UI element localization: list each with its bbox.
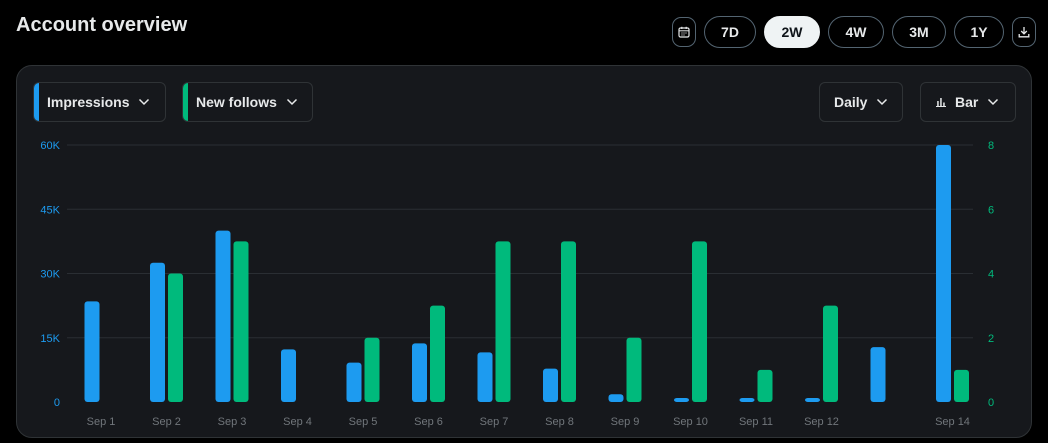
chart-type-dropdown[interactable]: Bar: [920, 82, 1016, 122]
calendar-button[interactable]: [672, 17, 696, 47]
metric-left-dropdown[interactable]: Impressions: [33, 82, 166, 122]
x-tick-label: Sep 1: [87, 416, 116, 428]
range-7d-button[interactable]: 7D: [704, 16, 756, 48]
calendar-icon: [678, 26, 690, 38]
follows-bar[interactable]: [233, 241, 249, 402]
impressions-bar[interactable]: [805, 398, 820, 402]
range-2w-button[interactable]: 2W: [764, 16, 820, 48]
chevron-down-icon: [987, 98, 999, 106]
metric-right-label: New follows: [196, 94, 277, 110]
impressions-bar[interactable]: [215, 230, 231, 402]
follows-bar[interactable]: [626, 337, 642, 402]
chart-card: Impressions New follows Daily: [16, 65, 1032, 438]
y-left-tick-label: 60K: [40, 140, 60, 152]
impressions-bar[interactable]: [870, 347, 886, 402]
impressions-bar[interactable]: [412, 343, 427, 402]
download-icon: [1018, 27, 1030, 38]
follows-bar[interactable]: [692, 241, 707, 402]
chart-type-label: Bar: [955, 94, 979, 110]
impressions-bar[interactable]: [84, 301, 100, 402]
follows-bar[interactable]: [495, 241, 511, 402]
impressions-bar[interactable]: [150, 262, 165, 402]
impressions-bar[interactable]: [477, 352, 493, 402]
page-title: Account overview: [16, 14, 188, 36]
x-tick-label: Sep 10: [673, 416, 708, 428]
x-tick-label: Sep 8: [545, 416, 574, 428]
follows-bar[interactable]: [823, 305, 838, 402]
x-tick-label: Sep 6: [414, 416, 443, 428]
follows-bar[interactable]: [364, 337, 380, 402]
y-left-tick-label: 0: [54, 397, 60, 409]
x-tick-label: Sep 4: [283, 416, 312, 428]
x-tick-label: Sep 9: [611, 416, 640, 428]
date-range-selector: 7D 2W 4W 3M 1Y: [672, 16, 1036, 48]
y-right-tick-label: 6: [988, 204, 994, 216]
impressions-bar[interactable]: [674, 398, 689, 402]
follows-color-swatch: [183, 83, 188, 121]
bar-chart-icon: [936, 98, 946, 107]
follows-bar[interactable]: [168, 273, 183, 403]
y-right-tick-label: 2: [988, 333, 994, 345]
range-4w-button[interactable]: 4W: [828, 16, 884, 48]
granularity-label: Daily: [834, 94, 868, 110]
range-1y-button[interactable]: 1Y: [954, 16, 1004, 48]
impressions-bar[interactable]: [346, 362, 362, 402]
y-right-tick-label: 8: [988, 140, 994, 152]
follows-bar[interactable]: [561, 241, 576, 402]
metric-right-dropdown[interactable]: New follows: [182, 82, 313, 122]
impressions-bar[interactable]: [543, 368, 558, 402]
impressions-bar[interactable]: [608, 394, 624, 402]
chevron-down-icon: [138, 98, 150, 106]
range-3m-button[interactable]: 3M: [892, 16, 946, 48]
x-tick-label: Sep 3: [218, 416, 247, 428]
y-left-tick-label: 15K: [40, 333, 60, 345]
x-tick-label: Sep 12: [804, 416, 839, 428]
impressions-bar[interactable]: [936, 145, 951, 402]
x-tick-label: Sep 2: [152, 416, 181, 428]
x-tick-label: Sep 11: [739, 416, 773, 428]
bar-chart: 0 15K 30K 45K 60K 0 2 4 6 8 Sep 1 Sep 2 Sep 3 Sep 4 Se…: [40, 140, 994, 428]
y-left-tick-label: 30K: [40, 269, 60, 281]
follows-bar[interactable]: [954, 369, 969, 402]
y-left-tick-label: 45K: [40, 204, 60, 216]
impressions-bar[interactable]: [739, 398, 755, 402]
follows-bar[interactable]: [757, 369, 773, 402]
granularity-dropdown[interactable]: Daily: [819, 82, 903, 122]
impressions-bar[interactable]: [281, 349, 296, 402]
x-tick-label: Sep 5: [349, 416, 378, 428]
y-right-tick-label: 0: [988, 397, 994, 409]
chevron-down-icon: [876, 98, 888, 106]
y-right-tick-label: 4: [988, 269, 994, 281]
follows-bar[interactable]: [430, 305, 445, 402]
chevron-down-icon: [286, 98, 298, 106]
impressions-color-swatch: [34, 83, 39, 121]
x-tick-label: Sep 7: [480, 416, 509, 428]
download-button[interactable]: [1012, 17, 1036, 47]
x-tick-label: Sep 14: [935, 416, 970, 428]
metric-left-label: Impressions: [47, 94, 130, 110]
